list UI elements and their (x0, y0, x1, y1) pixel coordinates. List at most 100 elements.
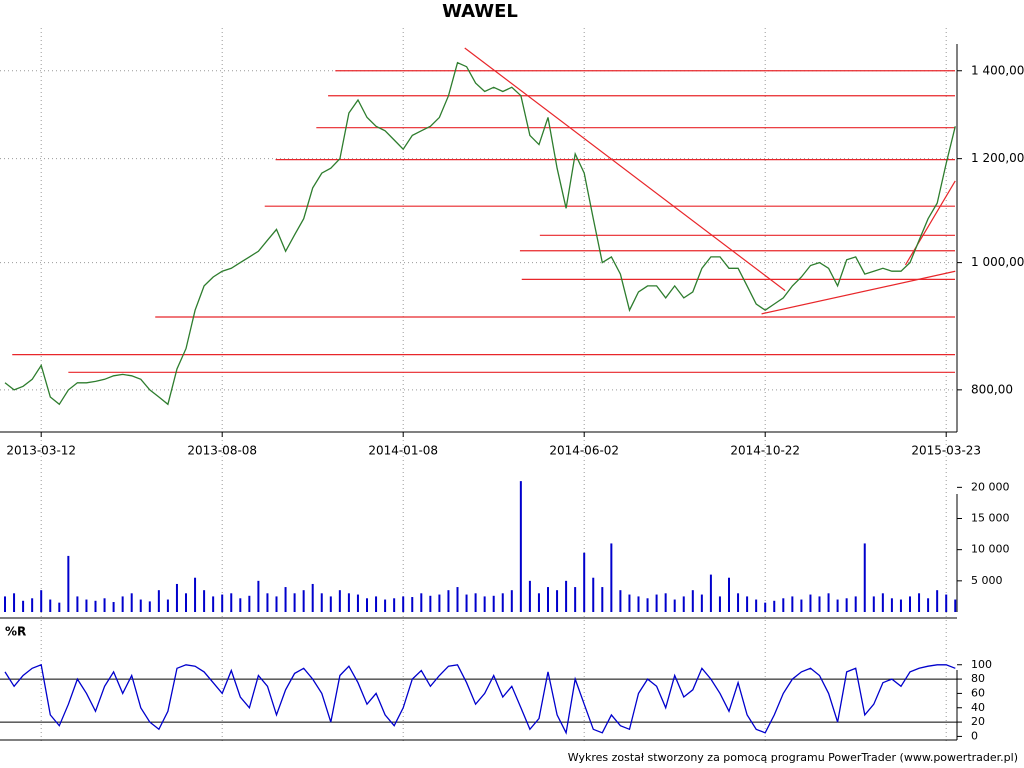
bar (157, 590, 160, 612)
bar (836, 599, 839, 612)
bar (221, 594, 224, 612)
bar (628, 594, 631, 612)
bar (40, 590, 43, 612)
bar (818, 596, 821, 612)
bar (528, 580, 531, 612)
y-tick-label: 0 (971, 729, 978, 742)
bar (175, 583, 178, 612)
y-tick-label: 15 000 (971, 512, 1010, 525)
bar (890, 598, 893, 612)
y-tick-label: 100 (971, 658, 992, 671)
x-tick-label: 2015-03-23 (911, 444, 981, 458)
bar (239, 598, 242, 612)
bar (800, 599, 803, 612)
y-tick-label: 40 (971, 701, 985, 714)
bar (673, 599, 676, 612)
bar (121, 596, 124, 612)
bar (148, 601, 151, 612)
bar (429, 595, 432, 612)
bar (574, 587, 577, 612)
bar (230, 593, 233, 612)
bar (728, 577, 730, 612)
y-tick-label: 20 000 (971, 480, 1010, 493)
bar (827, 593, 830, 612)
bar (384, 599, 387, 612)
bar (619, 590, 622, 612)
bar (547, 587, 549, 612)
bar (366, 598, 368, 612)
y-tick-label: 1 200,00 (971, 151, 1024, 165)
panel-title: %R (5, 625, 26, 639)
bar (510, 590, 513, 612)
x-tick-label: 2014-01-08 (368, 444, 438, 458)
data-line (4, 663, 956, 735)
bar (248, 595, 251, 612)
bar (94, 600, 97, 612)
bar (691, 590, 694, 612)
bar (194, 577, 197, 612)
bar (945, 594, 948, 612)
bar (266, 593, 269, 612)
bar (918, 593, 921, 612)
bar (320, 593, 323, 612)
bar (438, 594, 441, 612)
bar (393, 598, 396, 612)
bar (31, 598, 34, 612)
bar (474, 593, 477, 612)
bar (483, 596, 486, 612)
bar (465, 594, 468, 612)
bar (501, 593, 504, 612)
bar (13, 593, 16, 612)
bar (130, 593, 133, 612)
bar (402, 596, 405, 612)
footer: Wykres został stworzony za pomocą progra… (568, 751, 1018, 764)
bar (203, 590, 206, 612)
bar (311, 583, 314, 612)
bar (329, 596, 332, 612)
bar (746, 596, 749, 612)
data-line (4, 61, 956, 406)
bar (700, 594, 703, 612)
x-tick-label: 2013-03-12 (6, 444, 76, 458)
bar (22, 600, 25, 612)
bar (718, 596, 721, 612)
bar (103, 598, 106, 612)
bar (909, 596, 911, 612)
bar (646, 598, 649, 612)
bar (284, 587, 287, 612)
bar (737, 593, 740, 612)
bar (519, 481, 522, 612)
bar (420, 593, 423, 612)
bar (755, 599, 758, 612)
y-tick-label: 20 (971, 715, 985, 728)
bar (936, 590, 939, 612)
bar (185, 593, 187, 612)
bar (139, 599, 142, 612)
bar (4, 596, 6, 612)
bar (773, 600, 776, 612)
bar (764, 602, 767, 612)
bar (76, 596, 79, 612)
bar (709, 574, 712, 612)
bar (845, 598, 848, 612)
y-tick-label: 1 000,00 (971, 255, 1024, 269)
bar (275, 596, 278, 612)
bar (782, 598, 785, 612)
x-tick-label: 2013-08-08 (187, 444, 257, 458)
bar (637, 596, 640, 612)
bar (411, 597, 414, 612)
bar (872, 596, 875, 612)
y-tick-label: 5 000 (971, 574, 1003, 587)
bar (899, 599, 902, 612)
bar (610, 543, 613, 612)
x-tick-label: 2014-06-02 (549, 444, 619, 458)
bar (809, 594, 812, 612)
bar (338, 590, 341, 612)
bar (655, 594, 658, 612)
y-tick-label: 1 400,00 (971, 63, 1024, 77)
bar (492, 595, 495, 612)
bar (881, 593, 884, 612)
bar (537, 593, 540, 612)
bar (583, 552, 586, 612)
